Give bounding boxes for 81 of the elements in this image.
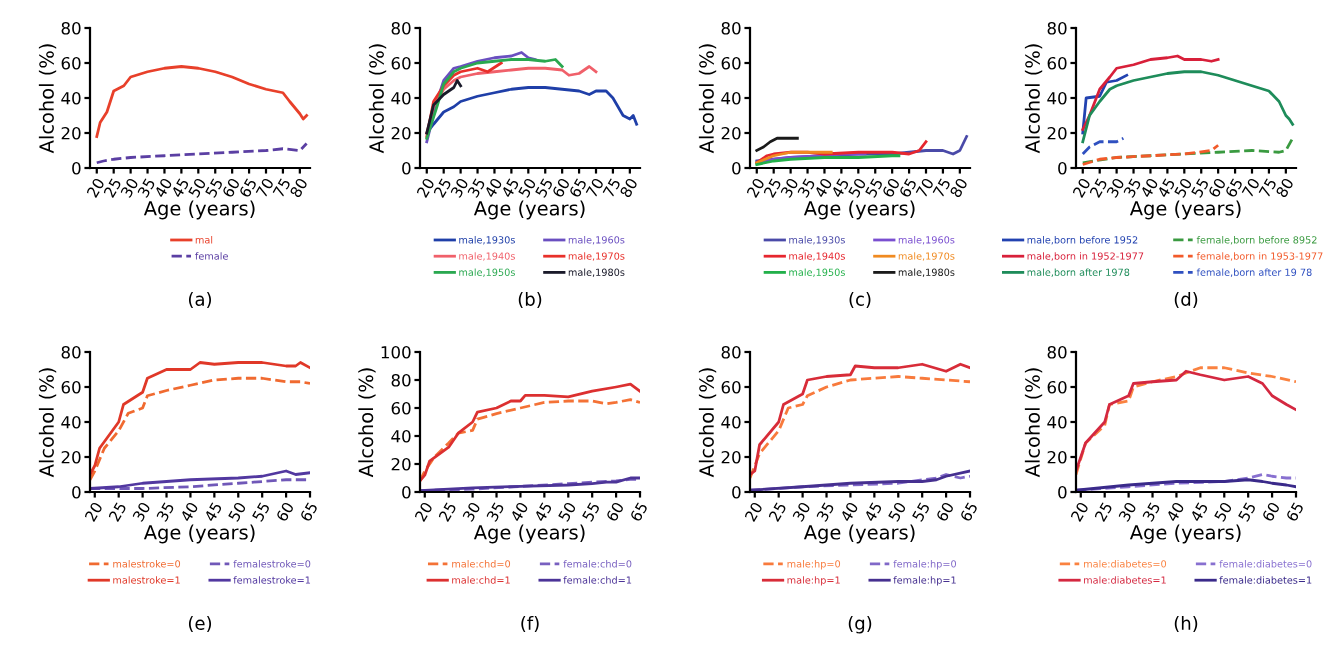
line-series	[425, 58, 564, 140]
text: (a)	[188, 292, 212, 309]
line-series	[420, 382, 640, 483]
y-tick-label: 20	[61, 450, 81, 464]
y-axis-title: Alcohol (%)	[1024, 44, 1043, 154]
y-axis-title: Alcohol (%)	[368, 44, 387, 154]
text: (g)	[848, 616, 872, 634]
y-tick-label: 0	[732, 485, 741, 499]
y-tick-label: 0	[72, 485, 81, 499]
line-series	[1081, 70, 1295, 144]
y-tick-label: 40	[721, 91, 741, 105]
x-axis-title: Age (years)	[473, 524, 585, 544]
line-series	[95, 65, 309, 138]
x-axis-title: Age (years)	[803, 200, 915, 220]
line-series	[1081, 136, 1125, 156]
y-tick-label: 80	[1047, 21, 1067, 35]
line-series	[95, 142, 309, 165]
y-tick-label: 40	[391, 91, 411, 105]
y-axis-title: Alcohol (%)	[698, 368, 717, 478]
y-axis-title: Alcohol (%)	[358, 368, 376, 478]
x-axis-title: Age (years)	[1129, 200, 1241, 220]
y-tick-label: 60	[721, 56, 741, 70]
y-tick-label: 60	[1047, 56, 1067, 70]
y-tick-label: 80	[61, 21, 81, 35]
line-series	[755, 136, 799, 152]
y-tick-label: 80	[391, 21, 411, 35]
y-axis-title: Alcohol (%)	[38, 44, 57, 154]
y-tick-label: 60	[391, 401, 411, 415]
y-tick-label: 20	[721, 450, 741, 464]
y-tick-label: 20	[61, 126, 81, 140]
text: (f)	[521, 616, 539, 633]
y-axis-title: Alcohol (%)	[1024, 368, 1043, 478]
y-tick-label: 0	[72, 161, 81, 175]
line-series	[1081, 54, 1220, 131]
x-axis-title: Age (years)	[143, 524, 255, 544]
x-axis-title: Age (years)	[1129, 524, 1241, 544]
text: (b)	[518, 292, 542, 309]
line-series	[1081, 73, 1129, 135]
y-tick-label: 80	[721, 345, 741, 359]
y-tick-label: 40	[721, 415, 741, 429]
y-tick-label: 0	[402, 161, 411, 175]
y-tick-label: 60	[61, 380, 81, 394]
text: (e)	[188, 616, 212, 633]
y-tick-label: 60	[1047, 380, 1067, 394]
x-axis-title: Age (years)	[143, 200, 255, 220]
line-series	[90, 376, 310, 482]
line-series	[425, 61, 503, 138]
text: (h)	[1174, 616, 1198, 633]
y-tick-label: 40	[61, 415, 81, 429]
y-tick-label: 60	[61, 56, 81, 70]
line-series	[425, 79, 463, 135]
line-series	[90, 361, 310, 476]
y-tick-label: 60	[391, 56, 411, 70]
y-axis-title: Alcohol (%)	[698, 44, 717, 154]
y-tick-label: 80	[61, 345, 81, 359]
y-tick-label: 0	[1058, 161, 1067, 175]
y-tick-label: 20	[1047, 126, 1067, 140]
y-tick-label: 0	[1058, 485, 1067, 499]
y-tick-label: 0	[402, 485, 411, 499]
y-tick-label: 40	[61, 91, 81, 105]
y-tick-label: 80	[721, 21, 741, 35]
text: (c)	[849, 292, 871, 309]
line-series	[420, 398, 640, 483]
x-axis-title: Age (years)	[473, 200, 585, 220]
y-tick-label: 40	[391, 429, 411, 443]
y-tick-label: 20	[391, 457, 411, 471]
y-tick-label: 20	[1047, 450, 1067, 464]
text: (d)	[1174, 292, 1198, 309]
y-tick-label: 60	[721, 380, 741, 394]
y-tick-label: 40	[1047, 415, 1067, 429]
y-axis-title: Alcohol (%)	[38, 368, 57, 478]
y-tick-label: 80	[1047, 345, 1067, 359]
y-tick-label: 80	[391, 373, 411, 387]
y-tick-label: 0	[732, 161, 741, 175]
y-tick-label: 20	[721, 126, 741, 140]
line-series	[1081, 143, 1220, 166]
line-series	[1081, 136, 1295, 165]
y-tick-label: 20	[391, 126, 411, 140]
y-tick-label: 40	[1047, 91, 1067, 105]
y-tick-label: 100	[381, 345, 411, 359]
x-axis-title: Age (years)	[803, 524, 915, 544]
